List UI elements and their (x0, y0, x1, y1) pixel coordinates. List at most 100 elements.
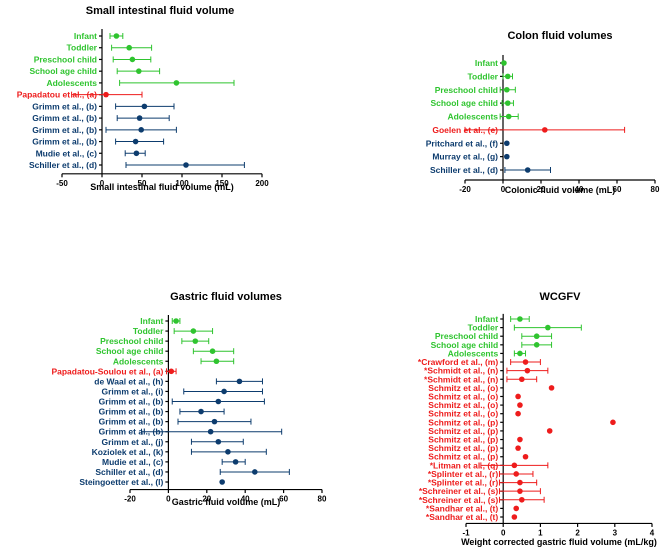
data-point (524, 367, 531, 374)
data-point (533, 333, 540, 340)
category-label: School age child (96, 346, 164, 356)
data-point (207, 428, 214, 435)
data-point (211, 418, 218, 425)
data-point (141, 103, 148, 110)
data-point (548, 385, 555, 391)
category-label: Grimm et al., (b) (99, 417, 164, 427)
data-point (219, 479, 225, 485)
data-point (513, 505, 520, 512)
x-tick-label: 60 (279, 495, 288, 504)
x-tick-label: 200 (255, 179, 269, 188)
data-point (504, 153, 510, 160)
category-label: Adolescents (46, 78, 97, 88)
data-point (183, 162, 189, 168)
data-point (132, 138, 139, 145)
category-label: Grimm et al., (b) (99, 427, 164, 437)
category-label: Murray et al., (g) (432, 152, 498, 162)
data-point (522, 359, 529, 365)
category-label: School age child (430, 98, 498, 108)
x-axis-label: Colonic fluid volume (mL) (505, 185, 616, 195)
category-label: Infant (475, 58, 498, 68)
data-point (504, 140, 510, 147)
category-label: Grimm et al., (b) (32, 137, 97, 147)
category-label: Mudie et al., (c) (102, 457, 164, 467)
data-point (192, 338, 199, 344)
category-label: *Schmidt et al., (n) (424, 366, 498, 376)
chart-sifv: Small intestinal fluid volume -50 0 50 100 15… (17, 5, 270, 192)
category-label: Grimm et al., (i) (102, 386, 164, 396)
x-tick-label: 50 (138, 179, 147, 188)
data-point (252, 469, 258, 475)
x-tick-label: -50 (56, 179, 68, 188)
x-tick-label: 20 (202, 495, 211, 504)
data-point (519, 376, 525, 383)
category-label: *Sandhar et al., (t) (426, 503, 498, 513)
chart-gfv: Gastric fluid volumes -20 0 20 40 60 80 Gastric… (51, 291, 327, 507)
chart-cfv: Colon fluid volumes -20 0 20 40 60 80 Colonic f… (426, 30, 660, 195)
data-point (129, 56, 136, 63)
data-point (173, 80, 180, 86)
category-label: Preschool child (435, 331, 498, 341)
category-label: Preschool child (435, 85, 498, 95)
data-point (517, 479, 523, 486)
category-label: School age child (29, 66, 97, 76)
category-label: *Splinter et al., (r) (428, 478, 499, 488)
x-tick-label: 0 (166, 495, 171, 504)
data-point (504, 86, 510, 93)
category-label: Infant (475, 314, 498, 324)
data-point (517, 350, 523, 357)
data-point (504, 100, 511, 106)
x-tick-label: 60 (613, 185, 622, 194)
category-label: Preschool child (34, 54, 97, 64)
category-label: Schmitz et al., (o) (428, 391, 498, 401)
x-tick-label: -20 (124, 495, 136, 504)
chart-title: Small intestinal fluid volume (86, 5, 235, 17)
category-label: Preschool child (100, 336, 163, 346)
category-label: Grimm et al., (b) (32, 125, 97, 135)
x-tick-label: 1 (538, 528, 543, 537)
chart-title: Gastric fluid volumes (170, 291, 282, 303)
data-point (215, 438, 222, 445)
category-label: Schmitz et al., (p) (428, 417, 498, 427)
x-tick-label: 40 (575, 185, 584, 194)
category-label: Toddler (468, 323, 499, 333)
data-point (511, 462, 518, 469)
data-point (133, 150, 140, 157)
category-label: *Splinter et al., (r) (428, 469, 499, 479)
category-label: Grimm et al., (b) (32, 113, 97, 123)
data-point (232, 459, 239, 465)
data-point (103, 91, 109, 98)
data-point (515, 445, 521, 451)
category-label: Papadatou-Soulou et al., (a) (51, 366, 163, 376)
data-point (213, 358, 220, 365)
data-point (221, 388, 227, 395)
category-label: *Schreiner et al., (s) (419, 486, 499, 496)
x-tick-label: 0 (501, 528, 506, 537)
category-label: Toddler (133, 326, 164, 336)
data-point (524, 167, 531, 173)
data-point (533, 342, 540, 348)
data-point (517, 402, 523, 408)
category-label: Grimm et al., (b) (99, 407, 164, 417)
data-point (505, 113, 512, 120)
category-label: Steingoetter et al., (l) (79, 477, 163, 487)
data-point (511, 514, 518, 520)
data-point (225, 449, 231, 455)
data-point (209, 348, 216, 354)
data-point (173, 318, 179, 324)
x-tick-label: 0 (501, 185, 506, 194)
data-point (513, 471, 520, 477)
x-tick-label: 40 (241, 495, 250, 504)
data-point (515, 410, 521, 417)
data-point (501, 60, 507, 66)
x-tick-label: 4 (650, 528, 655, 537)
x-tick-label: 80 (318, 495, 327, 504)
data-point (190, 328, 197, 334)
data-point (215, 398, 222, 405)
category-label: *Sandhar et al., (t) (426, 512, 498, 522)
data-point (113, 33, 120, 39)
category-label: *Crawford et al., (m) (418, 357, 498, 367)
category-label: Schmitz et al., (o) (428, 400, 498, 410)
data-point (519, 496, 525, 503)
